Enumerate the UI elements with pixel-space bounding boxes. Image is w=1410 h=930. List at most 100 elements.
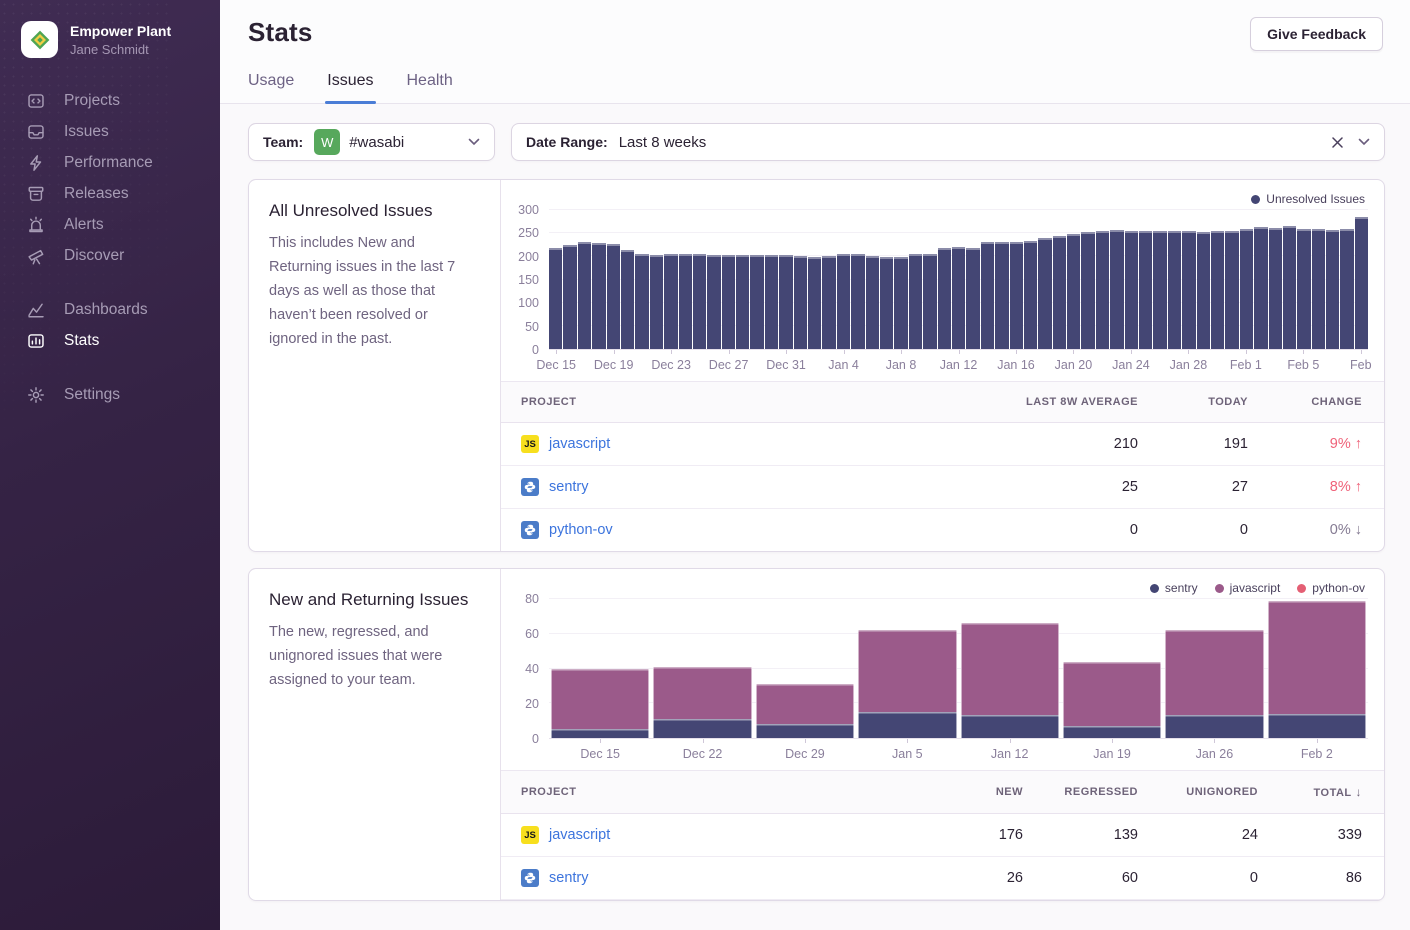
bar-group-dec-22 <box>651 599 753 738</box>
x-tick <box>729 350 730 354</box>
column-header-project: PROJECT <box>501 771 934 814</box>
x-tick-label: Jan 26 <box>1196 747 1234 761</box>
sidebar-nav: ProjectsIssuesPerformanceReleasesAlertsD… <box>0 85 220 410</box>
y-tick-label: 20 <box>525 697 539 711</box>
value-cell: 0 <box>984 509 1154 552</box>
x-tick-label: Dec 19 <box>594 358 634 372</box>
legend-unresolved-issues[interactable]: Unresolved Issues <box>1251 192 1365 206</box>
team-select[interactable]: Team: W #wasabi <box>248 123 495 161</box>
sidebar-item-alerts[interactable]: Alerts <box>0 209 220 240</box>
x-tick-label: Jan 8 <box>886 358 917 372</box>
page-header: Stats Give Feedback Usage Issues Health <box>220 0 1410 104</box>
x-tick-label: Dec 27 <box>709 358 749 372</box>
page-title: Stats <box>248 17 313 48</box>
chart-plot <box>549 210 1368 350</box>
bar-segment-sentry <box>653 719 751 738</box>
legend-dot-icon <box>1297 584 1306 593</box>
project-link[interactable]: javascript <box>549 827 610 843</box>
user-name: Jane Schmidt <box>70 42 171 57</box>
x-tick <box>1073 350 1074 354</box>
value-cell: 176 <box>934 814 1039 857</box>
bar <box>1326 230 1339 349</box>
bar-segment-sentry <box>551 729 649 738</box>
legend-sentry[interactable]: sentry <box>1150 581 1198 595</box>
column-header-regressed: REGRESSED <box>1039 771 1154 814</box>
tab-issues[interactable]: Issues <box>327 72 373 103</box>
project-link[interactable]: sentry <box>549 479 589 495</box>
legend-javascript[interactable]: javascript <box>1215 581 1281 595</box>
value-cell: 86 <box>1274 857 1384 900</box>
table-header-row: PROJECTNEWREGRESSEDUNIGNOREDTOTAL ↓ <box>501 771 1384 814</box>
team-value: #wasabi <box>349 134 404 151</box>
project-link[interactable]: python-ov <box>549 522 613 538</box>
bar-group-dec-29 <box>754 599 856 738</box>
bar <box>750 255 763 349</box>
bar <box>1254 227 1267 349</box>
bar <box>736 255 749 349</box>
alerts-icon <box>27 216 45 234</box>
new-returning-issues-chart[interactable]: sentryjavascriptpython-ov020406080Dec 15… <box>501 569 1384 770</box>
project-cell: sentry <box>501 466 984 509</box>
x-tick <box>1112 739 1113 743</box>
clear-date-icon[interactable] <box>1332 137 1343 148</box>
bar <box>1168 231 1181 349</box>
bar <box>866 256 879 349</box>
sidebar-item-label: Issues <box>64 123 109 141</box>
value-cell: 60 <box>1039 857 1154 900</box>
table-row: JSjavascript2101919% ↑ <box>501 423 1384 466</box>
x-tick-label: Jan 4 <box>828 358 859 372</box>
sidebar-item-releases[interactable]: Releases <box>0 178 220 209</box>
chart-legend: sentry javascript python-ov <box>1150 581 1365 595</box>
bar <box>592 243 605 349</box>
x-tick <box>703 739 704 743</box>
value-cell: 210 <box>984 423 1154 466</box>
bar <box>679 254 692 349</box>
column-header-last-8w-average: LAST 8W AVERAGE <box>984 382 1154 423</box>
dashboards-icon <box>27 301 45 319</box>
unresolved-issues-chart[interactable]: Unresolved Issues050100150200250300Dec 1… <box>501 180 1384 381</box>
legend-python-ov[interactable]: python-ov <box>1297 581 1365 595</box>
org-switcher[interactable]: Empower Plant Jane Schmidt <box>0 0 220 58</box>
x-axis: Dec 15Dec 22Dec 29Jan 5Jan 12Jan 19Jan 2… <box>549 739 1368 770</box>
bar <box>1297 229 1310 349</box>
sidebar-item-discover[interactable]: Discover <box>0 240 220 271</box>
x-tick <box>1016 350 1017 354</box>
x-tick <box>959 350 960 354</box>
sidebar-item-projects[interactable]: Projects <box>0 85 220 116</box>
chevron-down-icon[interactable] <box>1358 138 1370 146</box>
sidebar-item-dashboards[interactable]: Dashboards <box>0 294 220 325</box>
bar <box>1053 236 1066 349</box>
project-link[interactable]: javascript <box>549 436 610 452</box>
js-project-icon: JS <box>521 826 539 844</box>
x-tick <box>844 350 845 354</box>
sidebar-item-settings[interactable]: Settings <box>0 379 220 410</box>
give-feedback-button[interactable]: Give Feedback <box>1250 17 1383 51</box>
bar <box>1096 231 1109 349</box>
bar-segment-sentry <box>1165 715 1263 738</box>
x-tick-label: Jan 12 <box>940 358 978 372</box>
project-link[interactable]: sentry <box>549 870 589 886</box>
panel-main: Unresolved Issues050100150200250300Dec 1… <box>501 180 1384 551</box>
x-tick-label: Feb 1 <box>1230 358 1262 372</box>
sidebar-item-performance[interactable]: Performance <box>0 147 220 178</box>
value-cell: 339 <box>1274 814 1384 857</box>
date-range-select[interactable]: Date Range: Last 8 weeks <box>511 123 1385 161</box>
column-header-new: NEW <box>934 771 1039 814</box>
sidebar-item-stats[interactable]: Stats <box>0 325 220 356</box>
bar <box>894 257 907 349</box>
change-cell: 0% ↓ <box>1264 509 1384 552</box>
stats-table: PROJECTLAST 8W AVERAGETODAYCHANGEJSjavas… <box>501 381 1384 551</box>
column-header-change: CHANGE <box>1264 382 1384 423</box>
bar <box>1182 231 1195 349</box>
tab-usage[interactable]: Usage <box>248 72 294 103</box>
sidebar-item-label: Dashboards <box>64 301 148 319</box>
column-header-total[interactable]: TOTAL ↓ <box>1274 771 1384 814</box>
tab-health[interactable]: Health <box>407 72 453 103</box>
bar-segment-javascript <box>1165 630 1263 715</box>
y-tick-label: 0 <box>532 732 539 746</box>
legend-label: sentry <box>1165 581 1198 595</box>
bar <box>693 254 706 349</box>
project-cell-content: python-ov <box>521 521 968 539</box>
x-tick <box>614 350 615 354</box>
sidebar-item-issues[interactable]: Issues <box>0 116 220 147</box>
